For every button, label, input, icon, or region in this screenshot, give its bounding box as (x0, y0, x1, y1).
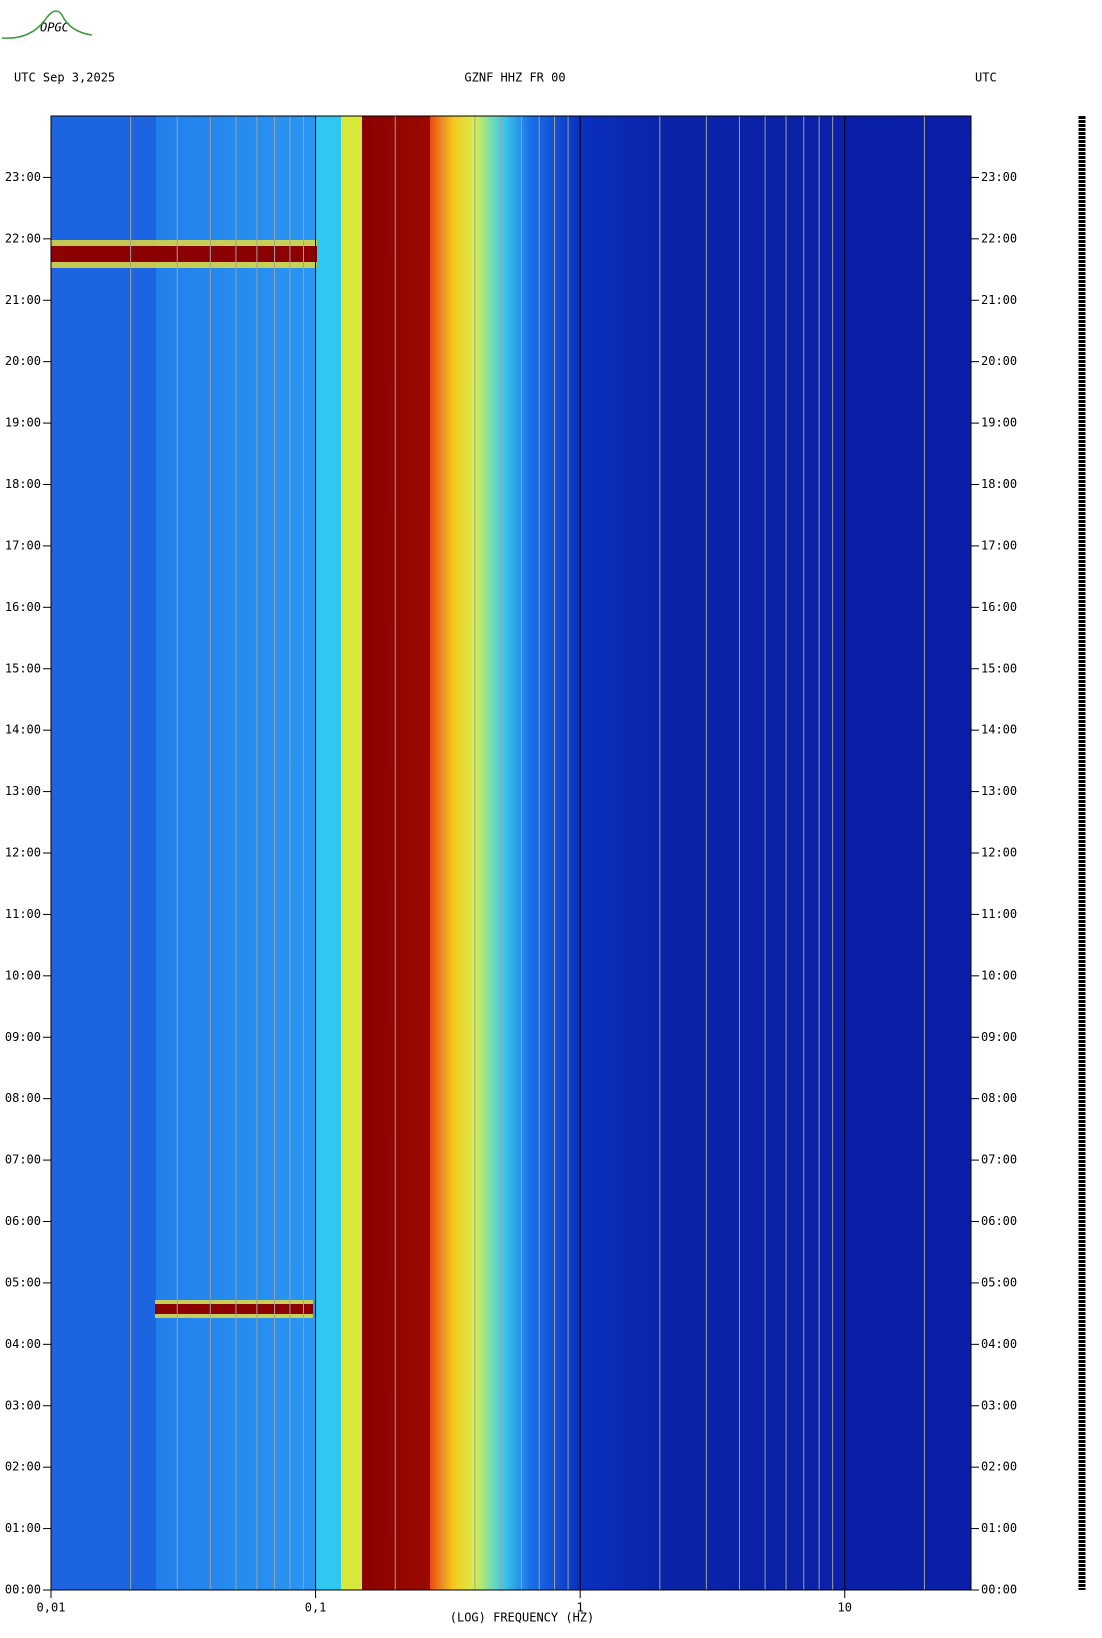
plot-frame (50, 115, 972, 1591)
y-tick-label: 04:00 (5, 1337, 41, 1351)
y-tick-label: 17:00 (5, 538, 41, 552)
x-tick-label: 0,01 (37, 1601, 66, 1615)
y-tick-label: 17:00 (981, 538, 1017, 552)
y-tick-label: 02:00 (5, 1460, 41, 1474)
y-tick-label: 03:00 (5, 1398, 41, 1412)
y-tick-label: 15:00 (5, 661, 41, 675)
y-tick-label: 15:00 (981, 661, 1017, 675)
y-tick-label: 07:00 (981, 1153, 1017, 1167)
y-tick-label: 01:00 (5, 1521, 41, 1535)
y-tick-label: 13:00 (5, 784, 41, 798)
y-tick-label: 22:00 (5, 231, 41, 245)
y-tick-label: 09:00 (981, 1030, 1017, 1044)
y-tick-label: 13:00 (981, 784, 1017, 798)
y-tick-label: 20:00 (981, 354, 1017, 368)
event-band (155, 1304, 313, 1314)
x-tick-label: 10 (838, 1601, 852, 1615)
y-tick-label: 11:00 (5, 907, 41, 921)
y-tick-label: 23:00 (981, 170, 1017, 184)
chart-title: GZNF HHZ FR 00 (464, 71, 565, 85)
logo: OPGC (40, 21, 70, 35)
y-tick-label: 21:00 (5, 293, 41, 307)
y-tick-label: 14:00 (5, 723, 41, 737)
y-tick-label: 20:00 (5, 354, 41, 368)
header-right: UTC (975, 71, 997, 85)
y-tick-label: 02:00 (981, 1460, 1017, 1474)
y-tick-label: 06:00 (981, 1214, 1017, 1228)
header-left: UTC Sep 3,2025 (14, 71, 115, 85)
spectrogram (51, 116, 971, 1590)
y-tick-label: 10:00 (981, 968, 1017, 982)
x-tick-label: 1 (577, 1601, 584, 1615)
y-tick-label: 12:00 (981, 846, 1017, 860)
y-tick-label: 08:00 (5, 1091, 41, 1105)
x-axis-label: (LOG) FREQUENCY (HZ) (450, 1611, 595, 1625)
y-tick-label: 23:00 (5, 170, 41, 184)
y-tick-label: 19:00 (5, 416, 41, 430)
y-tick-label: 16:00 (5, 600, 41, 614)
y-tick-label: 16:00 (981, 600, 1017, 614)
y-tick-label: 04:00 (981, 1337, 1017, 1351)
y-tick-label: 08:00 (981, 1091, 1017, 1105)
y-tick-label: 11:00 (981, 907, 1017, 921)
y-tick-label: 03:00 (981, 1398, 1017, 1412)
logo-curve (1, 10, 93, 39)
y-tick-label: 18:00 (981, 477, 1017, 491)
y-tick-label: 09:00 (5, 1030, 41, 1044)
y-tick-label: 18:00 (5, 477, 41, 491)
y-tick-label: 01:00 (981, 1521, 1017, 1535)
y-tick-label: 12:00 (5, 846, 41, 860)
x-tick-label: 0,1 (305, 1601, 327, 1615)
y-tick-label: 21:00 (981, 293, 1017, 307)
y-tick-label: 10:00 (5, 968, 41, 982)
y-tick-label: 07:00 (5, 1153, 41, 1167)
y-tick-label: 22:00 (981, 231, 1017, 245)
y-tick-label: 00:00 (981, 1583, 1017, 1597)
y-tick-label: 14:00 (981, 723, 1017, 737)
y-tick-label: 06:00 (5, 1214, 41, 1228)
y-tick-label: 19:00 (981, 416, 1017, 430)
y-tick-label: 00:00 (5, 1583, 41, 1597)
y-tick-label: 05:00 (5, 1275, 41, 1289)
event-band (51, 246, 317, 262)
y-tick-label: 05:00 (981, 1275, 1017, 1289)
